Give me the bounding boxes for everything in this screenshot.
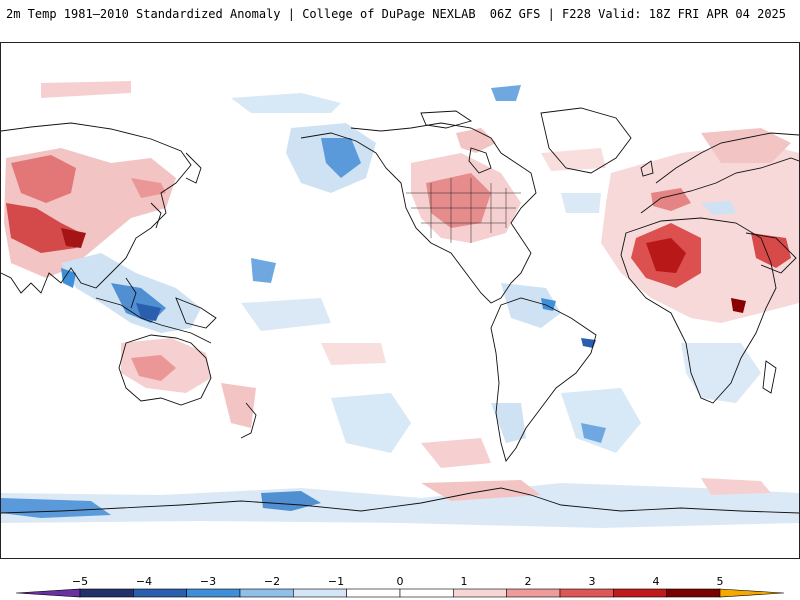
coastline-kamchatka <box>185 152 202 184</box>
cold-core-gulf-alaska <box>321 138 361 178</box>
cold-anomaly-pacific-island <box>251 258 276 283</box>
warm-core-central-us <box>426 173 491 228</box>
coastlines <box>1 107 799 514</box>
coastline-north-america <box>300 122 537 304</box>
colorbar-segment <box>666 588 721 598</box>
cold-max-indonesia <box>136 303 161 321</box>
colorbar-segment <box>453 588 507 598</box>
warm-anomaly-canada <box>456 128 496 153</box>
cold-anomaly-central-pacific <box>241 298 331 331</box>
anomaly-map <box>0 42 800 559</box>
tick-label-3: 3 <box>589 575 596 588</box>
coastline-new-guinea <box>175 297 217 329</box>
cold-anomaly-arctic-canada <box>491 85 521 101</box>
colorbar-segment <box>79 588 134 598</box>
coastline-new-zealand <box>240 402 257 439</box>
coastline-madagascar <box>762 360 777 394</box>
coastline-british-isles <box>640 160 654 177</box>
warm-anomaly-east-pacific <box>321 343 386 365</box>
coastline-arabia <box>745 232 797 274</box>
colorbar-segment <box>559 588 614 598</box>
coastline-africa <box>620 217 777 404</box>
warm-core-tibet <box>6 203 81 253</box>
header-bar: 2m Temp 1981–2010 Standardized Anomaly |… <box>0 0 800 28</box>
warm-anomaly-arabia <box>751 233 791 268</box>
colorbar-segment <box>293 588 347 598</box>
cold-anomaly-south-pacific <box>331 393 411 453</box>
warm-anomaly-arctic-siberia <box>41 81 131 98</box>
colorbar-arrow-low <box>15 588 81 598</box>
warm-max-sahara <box>646 238 686 273</box>
coastline-greenland <box>540 107 632 174</box>
tick-label-neg2: −2 <box>264 575 280 588</box>
anomaly-map-canvas <box>1 43 799 558</box>
cold-core-south-atlantic <box>581 423 606 443</box>
colorbar-arrow-high <box>719 588 785 598</box>
colorbar-segment <box>133 588 187 598</box>
cold-anomaly-mid-atlantic <box>561 193 601 213</box>
cold-anomaly-patagonia <box>491 403 526 443</box>
run-valid-label: 06Z GFS | F228 Valid: 18Z FRI APR 04 202… <box>489 7 786 21</box>
us-state-borders <box>406 178 521 243</box>
warm-max-tibet <box>61 228 86 248</box>
coastline-asia <box>1 122 192 294</box>
tick-label-0: 0 <box>397 575 404 588</box>
cold-anomaly-south-america <box>501 283 561 328</box>
tick-label-neg4: −4 <box>136 575 152 588</box>
colorbar-segment <box>506 588 561 598</box>
warm-anomaly-north-atlantic <box>541 148 606 171</box>
tick-label-4: 4 <box>653 575 660 588</box>
colorbar-segment <box>346 588 401 598</box>
coastline-japan <box>150 202 162 229</box>
cold-anomaly-central-europe <box>701 201 736 215</box>
coastline-hudson-bay <box>468 147 492 174</box>
colorbar-tick-labels: −5 −4 −3 −2 −1 0 1 2 3 4 5 <box>72 575 724 588</box>
colorbar-segment <box>186 588 241 598</box>
colorbar-segment <box>613 588 667 598</box>
anomaly-colorbar: −5 −4 −3 −2 −1 0 1 2 3 4 5 <box>0 565 800 600</box>
coastline-australia <box>118 334 212 406</box>
warm-anomaly-scandinavia <box>701 128 791 163</box>
cold-anomaly-indochina <box>61 268 76 288</box>
coastline-south-america <box>490 297 597 462</box>
coastline-antarctica <box>1 487 799 514</box>
warm-core-australia <box>131 355 176 381</box>
warm-anomaly-tasman <box>221 383 256 428</box>
colorbar-svg: −5 −4 −3 −2 −1 0 1 2 3 4 5 <box>15 575 785 598</box>
cold-max-brazil-coast <box>581 338 596 348</box>
coastline-indonesia <box>95 297 212 344</box>
cold-core-antarctic-ross <box>261 491 321 511</box>
colorbar-segment <box>399 588 454 598</box>
cold-core-antarctic-west <box>1 498 111 518</box>
colorbar-segment <box>239 588 294 598</box>
cold-anomaly-arctic <box>231 93 341 113</box>
warm-anomaly-antarctic-peninsula <box>421 480 541 501</box>
tick-label-2: 2 <box>525 575 532 588</box>
warm-anomaly-east-asia <box>131 178 166 198</box>
coastline-europe-north <box>655 132 799 184</box>
tick-label-neg5: −5 <box>72 575 88 588</box>
tick-label-neg1: −1 <box>328 575 344 588</box>
tick-label-neg3: −3 <box>200 575 216 588</box>
coastline-philippines <box>125 277 137 309</box>
tick-label-1: 1 <box>461 575 468 588</box>
warm-anomaly-east-antarctic <box>701 478 771 495</box>
tick-label-5: 5 <box>717 575 724 588</box>
map-title: 2m Temp 1981–2010 Standardized Anomaly |… <box>6 7 476 21</box>
coastline-europe-south <box>640 157 799 214</box>
coastline-arctic-islands <box>420 110 473 129</box>
warm-core-central-asia <box>11 155 76 203</box>
warm-anomaly-southern-ocean <box>421 438 491 468</box>
warm-max-east-africa <box>731 298 746 313</box>
colorbar-segments <box>15 588 785 598</box>
cold-anomaly-south-atlantic <box>561 388 641 453</box>
